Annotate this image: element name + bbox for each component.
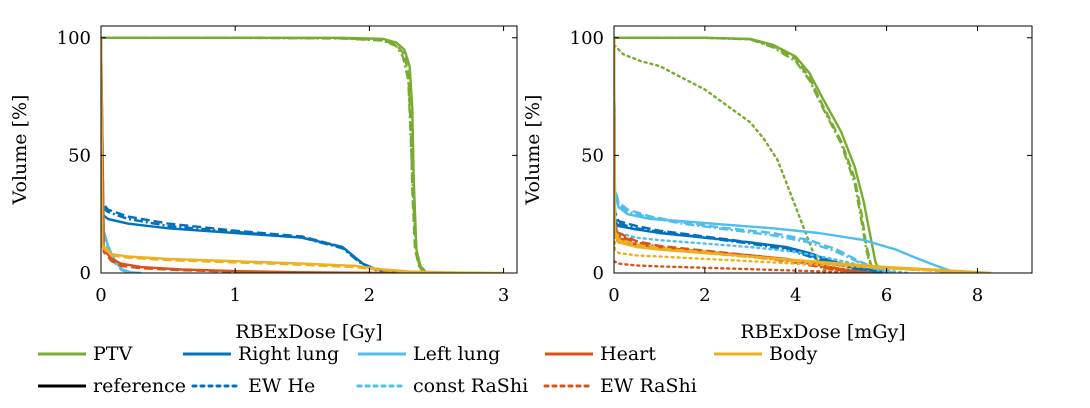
- legend-label: EW He: [248, 375, 315, 397]
- legend-label: reference: [93, 375, 186, 397]
- x-tick-label: 8: [972, 285, 983, 306]
- y-tick-label: 0: [593, 263, 604, 284]
- series-line-heart-ew-he: [614, 37, 869, 273]
- legend-label: PTV: [93, 343, 132, 365]
- series-line-ptv-ew-he: [614, 36, 877, 273]
- series-line-body-ew-he: [101, 37, 491, 273]
- series-line-ptv-const-rashi: [101, 36, 427, 273]
- x-tick-label: 3: [498, 285, 509, 306]
- series-line-left-lung-const-rashi: [614, 37, 896, 273]
- legend-item-ew-he: EW He: [191, 375, 315, 397]
- x-tick-label: 2: [699, 285, 710, 306]
- series-line-ptv-const-rashi: [614, 36, 877, 273]
- axes-frame: [613, 25, 1033, 274]
- y-tick-label: 100: [570, 28, 604, 49]
- legend-item-right-lung: Right lung: [183, 343, 339, 365]
- series-line-heart-ew-rashi: [614, 260, 870, 273]
- x-tick-label: 2: [364, 285, 375, 306]
- legend-label: Right lung: [238, 343, 339, 365]
- series-line-body-ew-he: [614, 37, 978, 273]
- legend-item-reference: reference: [38, 375, 186, 397]
- legend-item-const-rashi: const RaShi: [356, 375, 528, 397]
- series-line-body-ew-rashi: [614, 36, 988, 273]
- series-group: [614, 36, 992, 273]
- legend-item-ew-rashi: EW RaShi: [543, 375, 697, 397]
- x-tick-label: 6: [881, 285, 892, 306]
- series-line-heart-reference: [101, 37, 424, 273]
- series-line-left-lung-reference: [614, 37, 965, 273]
- axes-frame: [100, 25, 518, 274]
- series-line-ptv-ew-he: [101, 36, 434, 273]
- y-axis-label: Volume [%]: [522, 95, 544, 206]
- y-tick-label: 100: [57, 28, 91, 49]
- legend-item-body: Body: [714, 343, 818, 365]
- legend-label: Left lung: [413, 343, 500, 365]
- legend: PTV Right lung Left lung Heart Body reference…: [38, 343, 818, 397]
- series-line-left-lung-ew-he: [101, 37, 142, 273]
- series-line-right-lung-reference: [101, 37, 450, 273]
- y-axis-label: Volume [%]: [9, 95, 31, 206]
- series-line-heart-const-rashi: [614, 37, 869, 273]
- x-tick-label: 1: [229, 285, 240, 306]
- x-tick-label: 4: [790, 285, 801, 306]
- series-line-right-lung-ew-rashi: [614, 36, 879, 273]
- legend-label: Body: [769, 343, 818, 365]
- x-axis-label: RBExDose [Gy]: [235, 321, 382, 343]
- series-line-heart-reference: [614, 37, 874, 273]
- legend-item-ptv: PTV: [38, 343, 132, 365]
- y-tick-label: 50: [68, 145, 91, 166]
- series-line-right-lung-ew-he: [101, 37, 450, 273]
- dvh-plot-right: 0 2 4 6 8 0 50 100 RBExDose [mGy] Volume [%]: [522, 25, 1033, 343]
- legend-item-heart: Heart: [545, 343, 656, 365]
- dvh-plot-left: 0 1 2 3 0 50 100 RBExDose [Gy] Volume [%]: [9, 25, 518, 343]
- series-line-body-const-rashi: [614, 37, 978, 273]
- series-line-heart-ew-he: [101, 37, 370, 273]
- series-line-ptv-reference: [101, 36, 437, 273]
- x-tick-label: 0: [95, 285, 106, 306]
- y-tick-label: 50: [581, 145, 604, 166]
- legend-label: const RaShi: [413, 375, 528, 397]
- x-axis-label: RBExDose [mGy]: [740, 321, 905, 343]
- series-line-right-lung-const-rashi: [101, 37, 450, 273]
- y-tick-label: 0: [80, 263, 91, 284]
- legend-item-left-lung: Left lung: [358, 343, 500, 365]
- series-group: [101, 36, 504, 273]
- series-line-ptv-reference: [614, 36, 881, 273]
- legend-label: Heart: [600, 343, 656, 365]
- legend-label: EW RaShi: [600, 375, 697, 397]
- series-line-left-lung-reference: [101, 37, 142, 273]
- x-tick-label: 0: [608, 285, 619, 306]
- series-line-right-lung-const-rashi: [614, 37, 892, 273]
